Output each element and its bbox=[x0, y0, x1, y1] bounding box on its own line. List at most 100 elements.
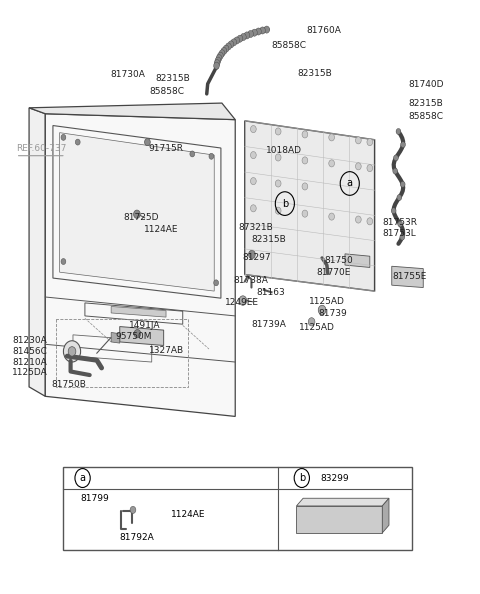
Circle shape bbox=[63, 341, 81, 362]
Circle shape bbox=[356, 163, 361, 170]
Text: 82315B: 82315B bbox=[155, 74, 190, 83]
Circle shape bbox=[391, 208, 396, 214]
Polygon shape bbox=[120, 327, 164, 346]
Text: 1125AD: 1125AD bbox=[309, 297, 345, 307]
Circle shape bbox=[221, 48, 227, 55]
Circle shape bbox=[400, 234, 405, 240]
Circle shape bbox=[302, 157, 308, 164]
Polygon shape bbox=[60, 132, 214, 291]
Circle shape bbox=[240, 33, 246, 40]
Circle shape bbox=[144, 138, 150, 146]
Bar bbox=[63, 467, 412, 550]
Text: 81725D: 81725D bbox=[123, 213, 159, 222]
Text: 1124AE: 1124AE bbox=[144, 225, 178, 234]
Circle shape bbox=[68, 347, 76, 356]
Circle shape bbox=[244, 32, 250, 39]
Circle shape bbox=[231, 39, 237, 46]
Circle shape bbox=[367, 165, 372, 172]
Text: 95750M: 95750M bbox=[115, 332, 152, 341]
Text: 81210A: 81210A bbox=[12, 358, 47, 366]
Polygon shape bbox=[45, 113, 235, 416]
Bar bbox=[297, 506, 382, 533]
Polygon shape bbox=[392, 266, 423, 287]
Text: 81753L: 81753L bbox=[382, 229, 416, 238]
Circle shape bbox=[223, 45, 229, 52]
Text: REF.60-737: REF.60-737 bbox=[16, 144, 66, 153]
Text: 81163: 81163 bbox=[256, 287, 285, 297]
Text: 85858C: 85858C bbox=[271, 40, 306, 50]
Circle shape bbox=[329, 213, 335, 220]
Circle shape bbox=[252, 29, 257, 36]
Text: b: b bbox=[299, 473, 305, 483]
Text: 81755E: 81755E bbox=[393, 272, 427, 281]
Circle shape bbox=[276, 180, 281, 187]
Text: 1125DA: 1125DA bbox=[12, 368, 48, 377]
Text: 87321B: 87321B bbox=[238, 223, 273, 232]
Circle shape bbox=[356, 137, 361, 144]
Circle shape bbox=[260, 27, 265, 34]
Circle shape bbox=[251, 151, 256, 159]
Circle shape bbox=[251, 205, 256, 212]
Text: 81456C: 81456C bbox=[12, 347, 47, 356]
Circle shape bbox=[401, 142, 406, 148]
Text: 82315B: 82315B bbox=[297, 69, 332, 78]
Circle shape bbox=[214, 280, 218, 286]
Text: 1249EE: 1249EE bbox=[225, 298, 259, 308]
Text: 1327AB: 1327AB bbox=[149, 346, 184, 355]
Text: 81739A: 81739A bbox=[252, 320, 287, 328]
Text: 81770E: 81770E bbox=[316, 268, 351, 277]
Circle shape bbox=[61, 258, 66, 264]
Circle shape bbox=[302, 183, 308, 190]
Text: 91715R: 91715R bbox=[148, 144, 183, 153]
Text: a: a bbox=[347, 178, 353, 188]
Polygon shape bbox=[245, 121, 374, 291]
Circle shape bbox=[367, 138, 372, 146]
Text: a: a bbox=[80, 473, 85, 483]
Circle shape bbox=[215, 57, 221, 64]
Circle shape bbox=[75, 139, 80, 145]
Circle shape bbox=[216, 55, 222, 62]
Circle shape bbox=[228, 41, 234, 48]
Polygon shape bbox=[345, 254, 370, 267]
Circle shape bbox=[398, 221, 403, 227]
Circle shape bbox=[248, 30, 253, 37]
Circle shape bbox=[276, 154, 281, 161]
Circle shape bbox=[329, 160, 335, 167]
Text: 1491JA: 1491JA bbox=[129, 321, 161, 330]
Circle shape bbox=[251, 125, 256, 132]
Circle shape bbox=[226, 43, 231, 50]
Circle shape bbox=[329, 134, 335, 141]
Polygon shape bbox=[382, 498, 389, 533]
Text: 82315B: 82315B bbox=[252, 235, 286, 244]
Circle shape bbox=[397, 195, 402, 201]
Circle shape bbox=[367, 218, 372, 225]
Circle shape bbox=[190, 151, 195, 157]
Text: 81750: 81750 bbox=[324, 256, 353, 265]
Text: 81799: 81799 bbox=[81, 494, 109, 503]
Text: 83299: 83299 bbox=[320, 473, 348, 482]
Circle shape bbox=[302, 210, 308, 217]
Circle shape bbox=[393, 168, 397, 174]
Circle shape bbox=[214, 62, 219, 69]
Circle shape bbox=[61, 134, 66, 140]
Text: 81753R: 81753R bbox=[382, 218, 417, 227]
Circle shape bbox=[251, 178, 256, 185]
Text: 81750B: 81750B bbox=[51, 380, 86, 389]
Circle shape bbox=[219, 50, 225, 57]
Circle shape bbox=[237, 35, 243, 42]
Circle shape bbox=[214, 59, 220, 67]
Circle shape bbox=[400, 181, 405, 187]
Text: 81297: 81297 bbox=[243, 254, 272, 263]
Polygon shape bbox=[111, 333, 120, 343]
Circle shape bbox=[239, 296, 247, 305]
Circle shape bbox=[134, 330, 141, 338]
Circle shape bbox=[133, 210, 140, 219]
Circle shape bbox=[276, 128, 281, 135]
Circle shape bbox=[394, 155, 398, 161]
Text: 1018AD: 1018AD bbox=[266, 146, 302, 155]
Text: 81760A: 81760A bbox=[307, 27, 342, 36]
Circle shape bbox=[302, 131, 308, 138]
Circle shape bbox=[217, 52, 223, 59]
Circle shape bbox=[396, 128, 401, 134]
Polygon shape bbox=[29, 108, 45, 396]
